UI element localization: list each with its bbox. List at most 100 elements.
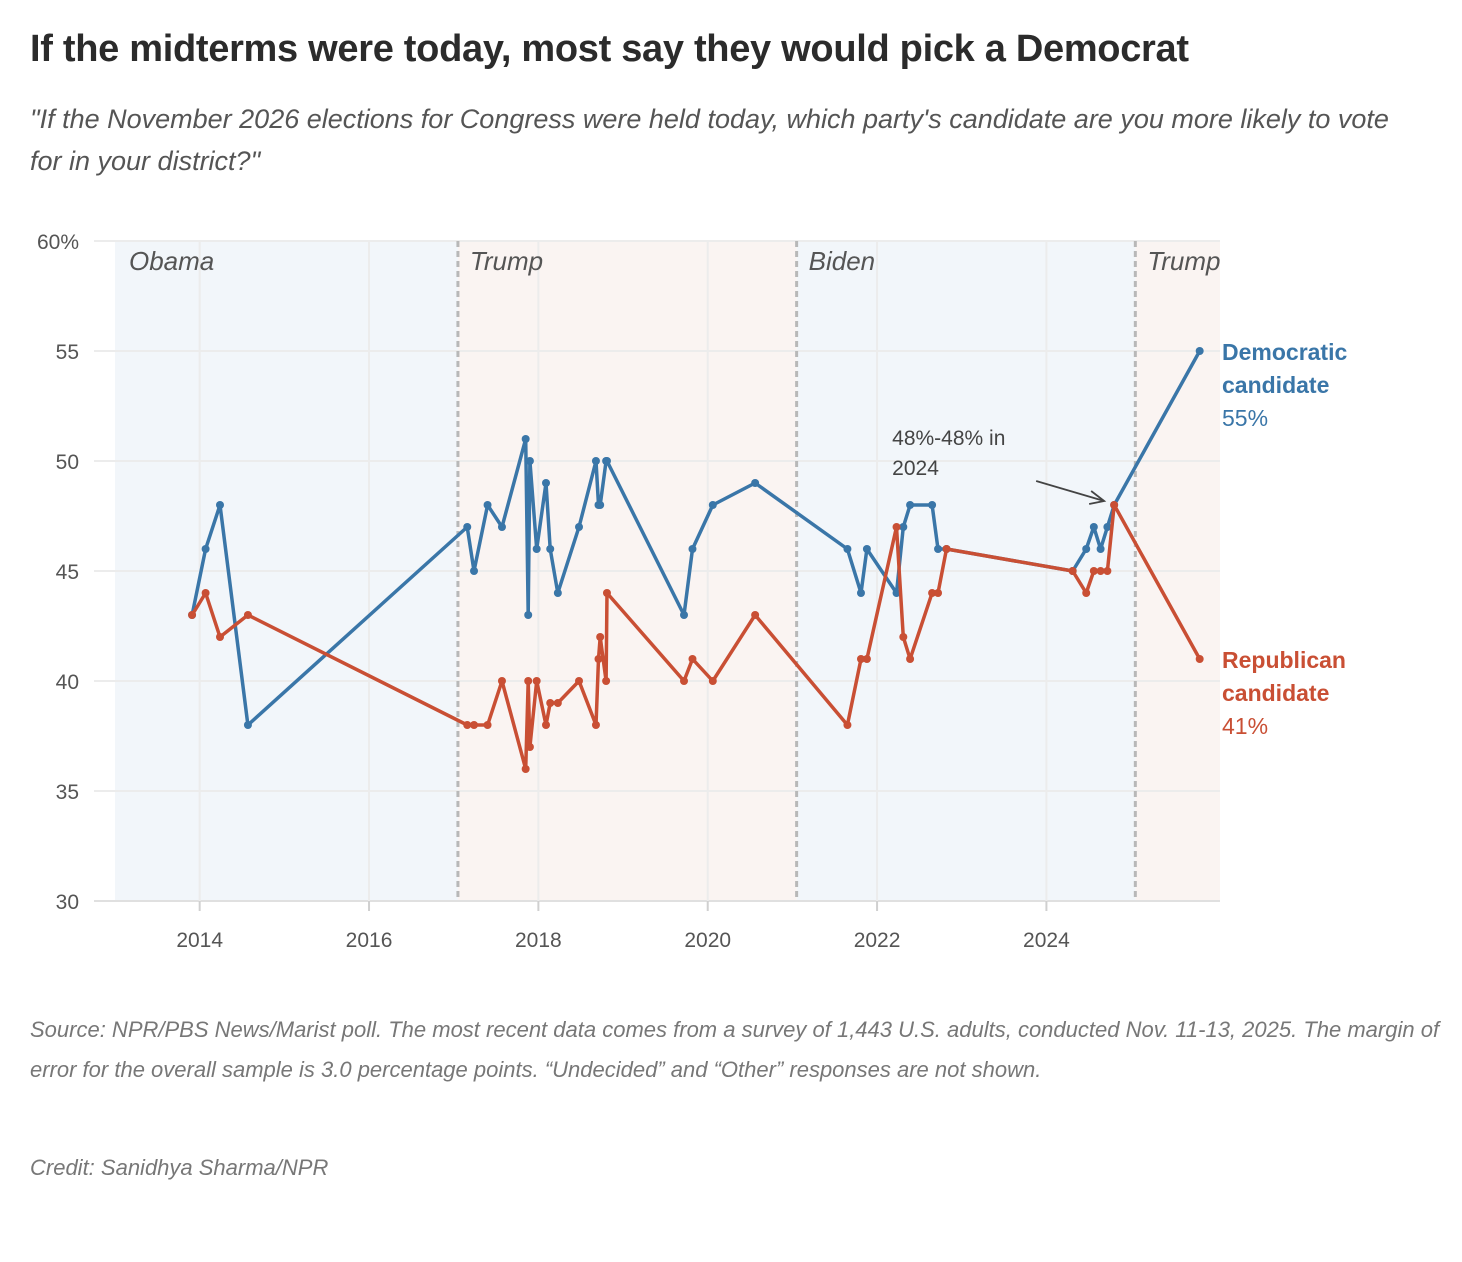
- democratic-point: [934, 545, 943, 553]
- annotation-arrow: [1035, 480, 1105, 502]
- republican-point: [215, 633, 224, 641]
- chart-title: If the midterms were today, most say the…: [30, 28, 1189, 70]
- democratic-point: [708, 501, 717, 509]
- democratic-point: [497, 523, 506, 531]
- democratic-point: [525, 457, 534, 465]
- x-tick-label: 2024: [1023, 929, 1070, 952]
- annotation: 48%-48% in 2024: [892, 427, 1107, 505]
- y-tick-label: 30: [56, 891, 79, 914]
- republican-point: [899, 633, 908, 641]
- republican-point: [928, 589, 937, 597]
- republican-point: [497, 677, 506, 685]
- gridlines: [94, 240, 1220, 902]
- x-axis: 2014 2016 2018 2020 2022 2024: [176, 901, 1070, 952]
- republican-point: [594, 655, 603, 663]
- republican-point: [1068, 567, 1077, 575]
- y-tick-label: 50: [56, 451, 79, 474]
- democratic-point: [688, 545, 697, 553]
- republican-point: [188, 611, 197, 619]
- republican-end-value: 41%: [1222, 713, 1268, 739]
- republican-label: candidate: [1222, 680, 1329, 706]
- series-labels: Democratic candidate 55% Republican candidat…: [1222, 339, 1347, 739]
- democratic-point: [899, 523, 908, 531]
- republican-point: [680, 677, 689, 685]
- democratic-point: [553, 589, 562, 597]
- republican-point: [906, 655, 915, 663]
- y-tick-label: 60%: [37, 231, 79, 254]
- annotation-text: 2024: [892, 457, 939, 480]
- democratic-point: [843, 545, 852, 553]
- democratic-point: [591, 457, 600, 465]
- democratic-point: [862, 545, 871, 553]
- republican-point: [575, 677, 584, 685]
- x-tick-label: 2018: [515, 929, 562, 952]
- era-label: Trump: [1147, 246, 1220, 276]
- democratic-point: [1089, 523, 1098, 531]
- democratic-label: candidate: [1222, 372, 1329, 398]
- y-tick-label: 35: [56, 781, 79, 804]
- era-label: Biden: [809, 246, 876, 276]
- democratic-point: [546, 545, 555, 553]
- republican-point: [751, 611, 760, 619]
- x-tick-label: 2016: [346, 929, 393, 952]
- republican-point: [934, 589, 943, 597]
- democratic-point: [751, 479, 760, 487]
- chart-subtitle: "If the November 2026 elections for Cong…: [30, 104, 1389, 176]
- republican-point: [843, 721, 852, 729]
- y-axis: 30 35 40 45 50 55 60%: [37, 231, 79, 914]
- republican-point: [1082, 589, 1091, 597]
- line-chart: Obama Trump Biden Trump 30 35 40 45 50 55 60% 201…: [37, 231, 1348, 952]
- annotation-text: 48%-48% in: [892, 427, 1005, 450]
- credit-note: Credit: Sanidhya Sharma/NPR: [30, 1155, 329, 1180]
- era-label: Obama: [129, 246, 214, 276]
- democratic-label: Democratic: [1222, 339, 1347, 365]
- democratic-point: [1103, 523, 1112, 531]
- annotation-arrowhead: [1088, 490, 1107, 505]
- democratic-point: [575, 523, 584, 531]
- republican-point: [483, 721, 492, 729]
- era-labels: Obama Trump Biden Trump: [129, 246, 1221, 276]
- democratic-point: [541, 479, 550, 487]
- republican-point: [541, 721, 550, 729]
- republican-label: Republican: [1222, 647, 1346, 673]
- era-dividers: [456, 241, 1137, 901]
- democratic-point: [906, 501, 915, 509]
- y-tick-label: 45: [56, 561, 79, 584]
- republican-point: [521, 765, 530, 773]
- republican-point: [553, 699, 562, 707]
- democratic-point: [1096, 545, 1105, 553]
- y-tick-label: 40: [56, 671, 79, 694]
- y-tick-label: 55: [56, 341, 79, 364]
- democratic-point: [215, 501, 224, 509]
- democratic-point: [1195, 347, 1204, 355]
- republican-point: [1096, 567, 1105, 575]
- republican-point: [524, 677, 533, 685]
- democratic-point: [928, 501, 937, 509]
- republican-point: [201, 589, 210, 597]
- democratic-point: [521, 435, 530, 443]
- republican-point: [1103, 567, 1112, 575]
- democratic-point: [1082, 545, 1091, 553]
- democratic-end-value: 55%: [1222, 405, 1268, 431]
- republican-point: [602, 589, 611, 597]
- republican-point: [470, 721, 479, 729]
- democratic-point: [680, 611, 689, 619]
- democratic-point: [201, 545, 210, 553]
- republican-point: [1110, 501, 1119, 509]
- republican-point: [243, 611, 252, 619]
- republican-point: [862, 655, 871, 663]
- democratic-point: [596, 501, 605, 509]
- source-note: Source: NPR/PBS News/Marist poll. The mo…: [30, 1017, 1440, 1082]
- democratic-point: [524, 611, 533, 619]
- democratic-point: [470, 567, 479, 575]
- democratic-point: [856, 589, 865, 597]
- republican-point: [591, 721, 600, 729]
- series-lines: [188, 347, 1204, 773]
- republican-point: [532, 677, 541, 685]
- era-label: Trump: [470, 246, 543, 276]
- republican-point: [688, 655, 697, 663]
- republican-point: [525, 743, 534, 751]
- republican-point: [892, 523, 901, 531]
- republican-point: [602, 677, 611, 685]
- democratic-point: [463, 523, 472, 531]
